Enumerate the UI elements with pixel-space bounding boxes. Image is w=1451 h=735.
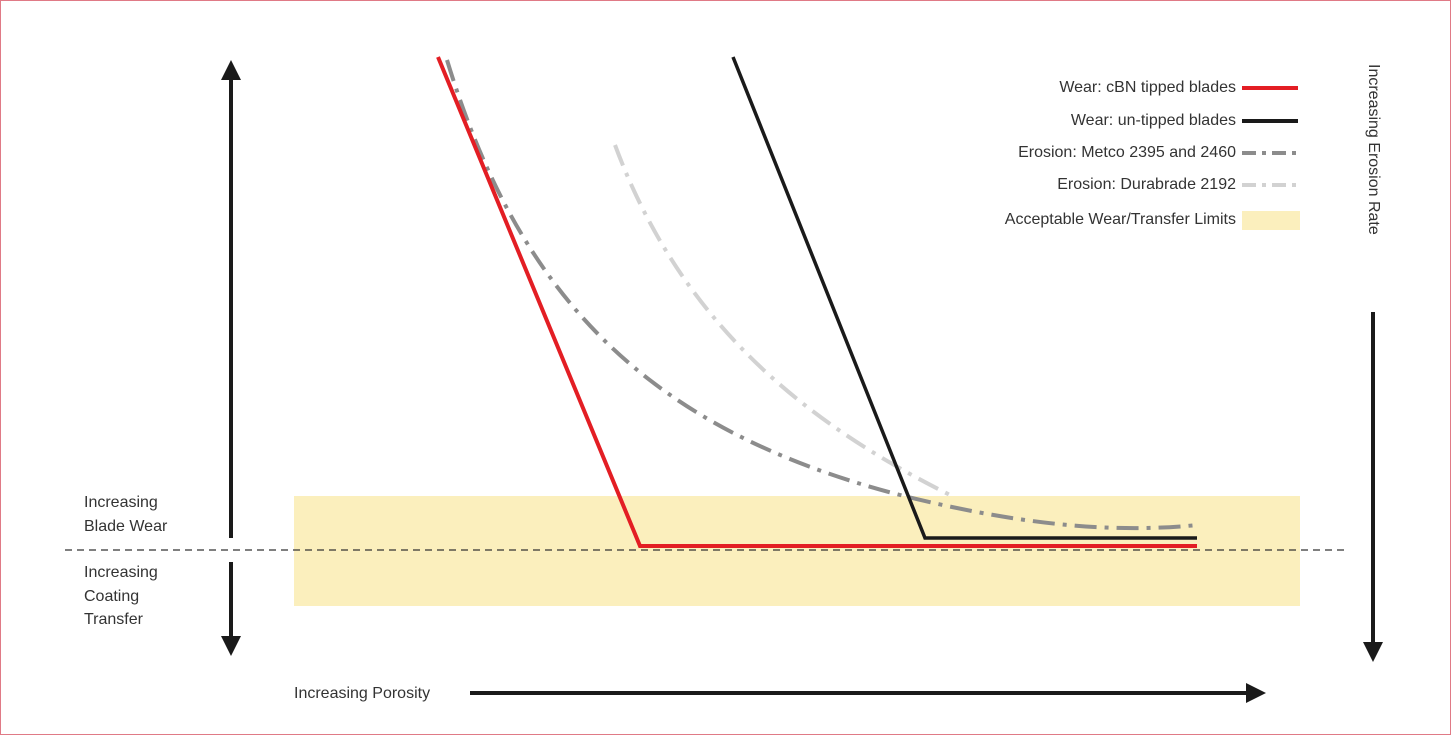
durabrade-curve [613, 144, 951, 497]
legend-label: Erosion: Metco 2395 and 2460 [1018, 144, 1236, 161]
right-axis-label: Increasing Erosion Rate [1365, 64, 1382, 235]
untipped-line [731, 56, 1197, 540]
side-label: Blade Wear [84, 518, 168, 535]
legend-label: Wear: cBN tipped blades [1059, 79, 1236, 96]
side-label: Increasing [84, 494, 158, 511]
side-label: Transfer [84, 611, 144, 628]
x-axis-label: Increasing Porosity [294, 685, 430, 702]
side-label: Coating [84, 588, 139, 605]
legend-label: Wear: un-tipped blades [1071, 112, 1236, 129]
acceptable-band [294, 496, 1300, 606]
legend-swatch [1242, 211, 1300, 230]
metco-curve [445, 59, 1198, 531]
side-label: Increasing [84, 564, 158, 581]
cbn-line [436, 56, 1197, 548]
legend-label: Erosion: Durabrade 2192 [1057, 176, 1236, 193]
legend-label: Acceptable Wear/Transfer Limits [1005, 211, 1236, 228]
